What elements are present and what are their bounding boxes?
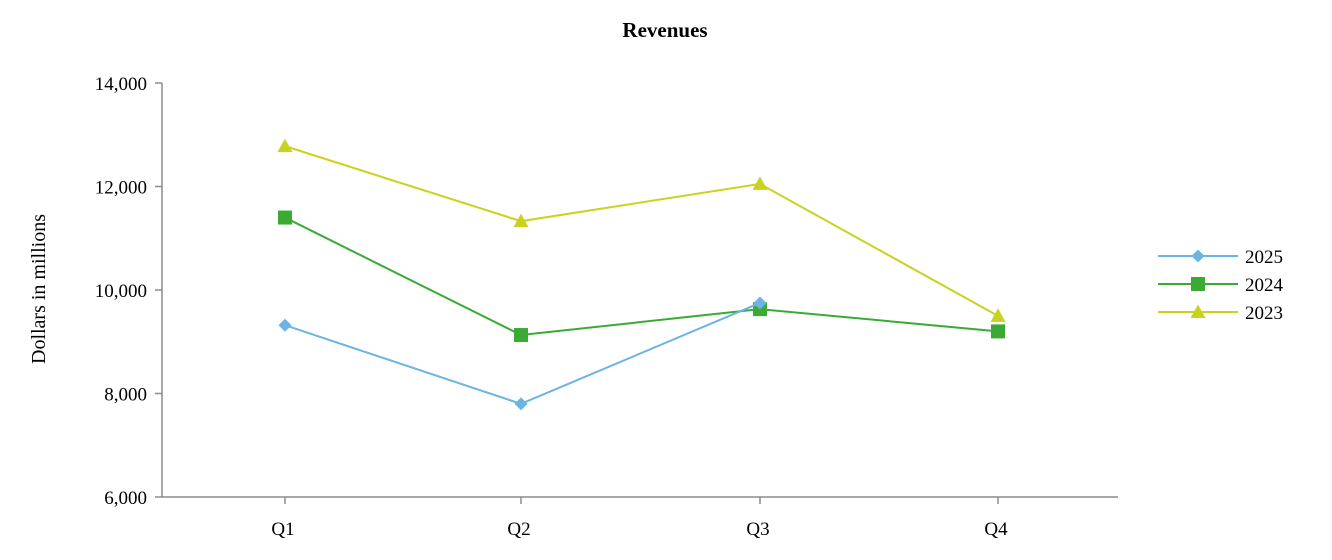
series-line-2023 bbox=[284, 145, 999, 317]
legend-marker bbox=[1191, 249, 1205, 263]
data-point-2023 bbox=[752, 176, 768, 190]
data-point-2024 bbox=[991, 324, 1005, 339]
data-point-2025 bbox=[753, 296, 767, 310]
series-line-2024 bbox=[284, 216, 999, 337]
data-point-2024 bbox=[514, 328, 528, 343]
y-tick-label: 10,000 bbox=[95, 281, 147, 302]
legend-label: 2025 bbox=[1245, 247, 1283, 268]
legend-marker bbox=[1191, 277, 1205, 291]
x-tick-label: Q2 bbox=[507, 519, 530, 540]
legend: 2025 2024 2023 bbox=[1158, 247, 1284, 324]
series-layer bbox=[277, 138, 1006, 411]
series-2024 bbox=[278, 210, 1005, 343]
x-tick-label: Q3 bbox=[746, 519, 769, 540]
x-tick-label: Q4 bbox=[984, 519, 1008, 540]
legend-item-2024: 2024 bbox=[1158, 275, 1284, 296]
series-line-2025 bbox=[284, 302, 761, 405]
data-point-2023 bbox=[277, 138, 293, 153]
series-2025 bbox=[278, 296, 767, 411]
y-tick-label: 14,000 bbox=[95, 74, 147, 95]
data-point-2025 bbox=[514, 397, 528, 411]
y-tick-label: 6,000 bbox=[104, 488, 147, 509]
legend-item-2025: 2025 bbox=[1158, 247, 1283, 268]
series-2023 bbox=[277, 138, 1006, 322]
chart-title: Revenues bbox=[622, 18, 707, 42]
y-tick-label: 8,000 bbox=[104, 385, 147, 406]
legend-label: 2023 bbox=[1245, 303, 1283, 324]
axes: 6,000 8,000 10,000 12,000 14,000 Q1 Q2 Q3 Q4 bbox=[95, 74, 1118, 540]
x-tick-label: Q1 bbox=[271, 519, 294, 540]
legend-marker bbox=[1190, 304, 1206, 318]
legend-label: 2024 bbox=[1245, 275, 1284, 296]
data-point-2023 bbox=[990, 308, 1006, 322]
y-axis-title: Dollars in millions bbox=[28, 214, 50, 364]
data-point-2025 bbox=[278, 318, 292, 332]
legend-item-2023: 2023 bbox=[1158, 303, 1283, 324]
data-point-2024 bbox=[278, 210, 292, 225]
data-point-2023 bbox=[513, 213, 529, 228]
y-tick-label: 12,000 bbox=[95, 178, 147, 199]
